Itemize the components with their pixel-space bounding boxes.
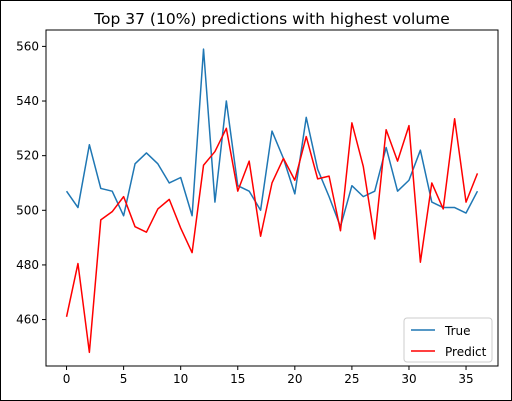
x-tick-label: 0 xyxy=(63,372,71,386)
y-tick-label: 560 xyxy=(16,39,39,53)
x-tick-label: 15 xyxy=(230,372,245,386)
chart-title: Top 37 (10%) predictions with highest vo… xyxy=(93,10,450,28)
y-tick-label: 540 xyxy=(16,94,39,108)
x-tick-label: 20 xyxy=(287,372,302,386)
x-tick-label: 10 xyxy=(173,372,188,386)
y-tick-label: 500 xyxy=(16,203,39,217)
legend-label-predict: Predict xyxy=(445,345,487,359)
series-line-true xyxy=(65,48,479,228)
series-layer xyxy=(65,48,479,354)
y-tick-label: 520 xyxy=(16,149,39,163)
y-axis: 460 480 500 520 540 560 xyxy=(16,39,46,327)
y-tick-label: 460 xyxy=(16,313,39,327)
plot-area xyxy=(45,29,499,367)
x-tick-label: 30 xyxy=(401,372,416,386)
legend-label-true: True xyxy=(444,324,471,338)
y-tick-label: 480 xyxy=(16,258,39,272)
x-tick-label: 35 xyxy=(458,372,473,386)
legend: True Predict xyxy=(403,317,493,363)
x-axis: 0 5 10 15 20 25 30 35 xyxy=(63,366,474,386)
series-line-predict xyxy=(65,118,479,354)
x-tick-label: 5 xyxy=(120,372,128,386)
x-tick-label: 25 xyxy=(344,372,359,386)
